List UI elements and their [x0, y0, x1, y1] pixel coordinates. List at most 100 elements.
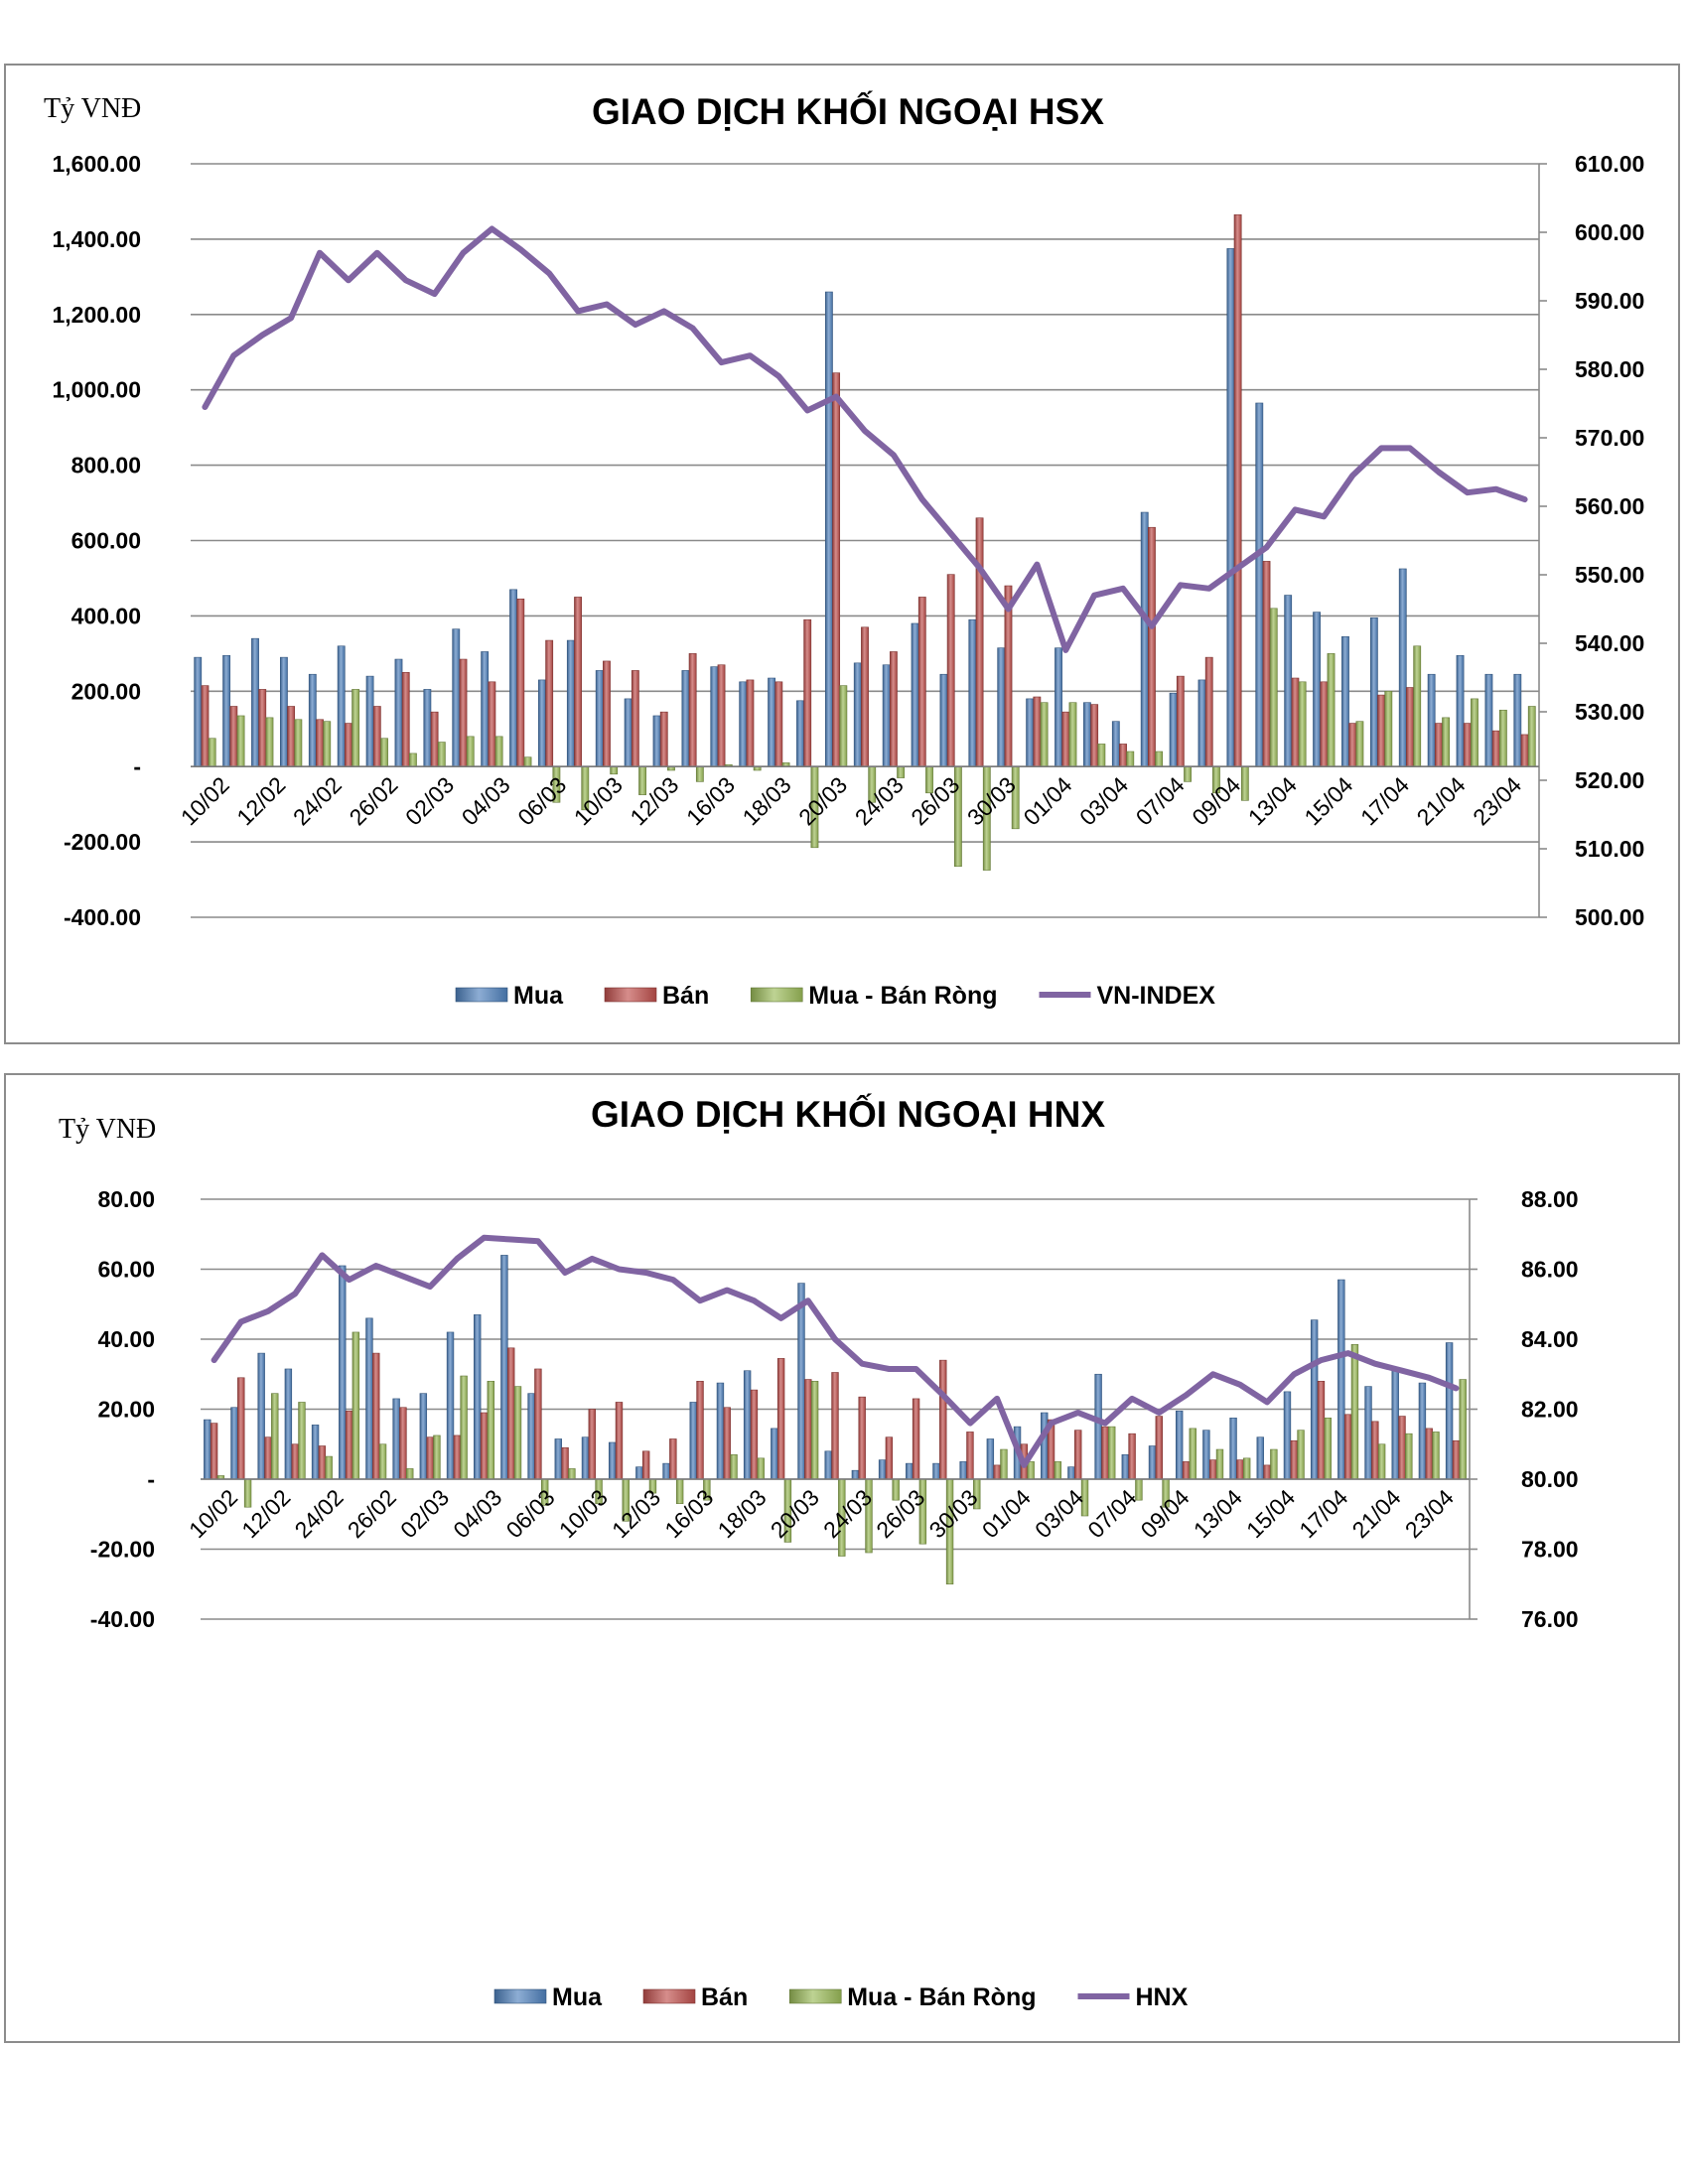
- hnx-bar-b-n: [858, 1396, 866, 1480]
- hsx-bar-mua: [968, 618, 977, 767]
- hsx-bar-b-n: [659, 711, 668, 767]
- hsx-legend-label: VN-INDEX: [1097, 982, 1216, 1010]
- hnx-bar-mua: [1418, 1382, 1427, 1480]
- hsx-bar-mua: [394, 658, 403, 767]
- hnx-bar-b-n: [750, 1389, 759, 1480]
- hsx-bar-b-n: [372, 706, 381, 767]
- hsx-y2-tick-label: 530.00: [1575, 699, 1644, 725]
- hnx-y2-tick-label: 76.00: [1521, 1606, 1579, 1632]
- hnx-y-tick-label: 60.00: [97, 1257, 155, 1283]
- hsx-bar-b-n: [1320, 681, 1329, 767]
- hsx-bar-b-n: [1119, 744, 1127, 767]
- hnx-bar-b-n: [1182, 1461, 1191, 1480]
- hsx-x-tick-label: 02/03: [400, 771, 459, 830]
- hnx-bar-b-n: [237, 1377, 245, 1480]
- hnx-bar-mua-b-n-r-ng: [1242, 1457, 1251, 1480]
- hnx-bar-mua-b-n-r-ng: [433, 1434, 441, 1480]
- hsx-bar-mua-b-n-r-ng: [1155, 751, 1164, 767]
- hsx-bar-mua-b-n-r-ng: [1068, 702, 1077, 767]
- hsx-bar-mua-b-n-r-ng: [1471, 698, 1478, 767]
- hnx-bar-mua: [419, 1393, 428, 1480]
- hnx-bar-mua: [284, 1368, 293, 1480]
- hnx-bar-mua-b-n-r-ng: [1189, 1428, 1196, 1480]
- hsx-bar-b-n: [861, 626, 869, 767]
- hnx-bar-mua-b-n-r-ng: [513, 1386, 522, 1480]
- hnx-bar-mua: [662, 1462, 670, 1480]
- hsx-legend-label: Bán: [662, 982, 709, 1010]
- hsx-y2-tick-label: 510.00: [1575, 836, 1644, 862]
- hnx-bar-mua: [1175, 1410, 1184, 1480]
- hsx-bar-mua-b-n-r-ng: [1442, 717, 1451, 767]
- hnx-bar-b-n: [1371, 1421, 1379, 1480]
- hnx-chart-panel: GIAO DỊCH KHỐI NGOẠI HNX Tỷ VNĐ 80.00 60.00…: [4, 1073, 1680, 2043]
- hnx-bar-b-n: [1101, 1426, 1109, 1480]
- hsx-bar-mua: [1313, 612, 1321, 767]
- hnx-legend-label: HNX: [1136, 1983, 1189, 2011]
- hsx-bar-mua: [566, 639, 575, 767]
- hsx-bar-b-n: [258, 689, 267, 767]
- hsx-x-tick-label: 21/04: [1412, 771, 1471, 830]
- hsx-bar-mua-b-n-r-ng: [1498, 709, 1507, 767]
- hsx-y2-tick-label: 550.00: [1575, 562, 1644, 588]
- hsx-bar-mua: [279, 656, 288, 767]
- hsx-bar-mua: [1341, 635, 1349, 767]
- hnx-bar-mua-b-n-r-ng: [298, 1402, 306, 1480]
- hnx-bar-mua: [932, 1462, 940, 1480]
- hnx-y2-tick-label: 84.00: [1521, 1326, 1579, 1352]
- hnx-bar-mua-b-n-r-ng: [325, 1455, 333, 1480]
- hsx-x-tick-label: 15/04: [1299, 771, 1357, 830]
- hsx-bar-b-n: [1176, 675, 1185, 767]
- hsx-bar-mua-b-n-r-ng: [695, 765, 704, 782]
- hnx-bar-mua: [1148, 1445, 1157, 1480]
- hnx-y-tick-label: -20.00: [90, 1537, 155, 1563]
- hsx-x-tick-label: 13/04: [1243, 771, 1302, 830]
- hsx-bar-b-n: [774, 681, 783, 767]
- hnx-bar-mua: [771, 1428, 778, 1480]
- hsx-x-tick-label: 23/04: [1468, 771, 1526, 830]
- hnx-bar-mua-b-n-r-ng: [757, 1457, 765, 1480]
- hnx-bar-mua: [1364, 1386, 1372, 1480]
- hsx-bar-mua: [337, 645, 346, 767]
- hnx-x-tick-label: 24/02: [290, 1484, 349, 1543]
- hnx-legend-label: Bán: [701, 1983, 748, 2011]
- hnx-bar-b-n: [1263, 1464, 1271, 1480]
- hsx-bar-b-n: [1262, 561, 1271, 767]
- hnx-bar-mua-b-n-r-ng: [1215, 1448, 1224, 1480]
- hsx-bar-mua: [1398, 568, 1407, 767]
- hsx-chart-panel: GIAO DỊCH KHỐI NGOẠI HSX Tỷ VNĐ 1,600.00 1,…: [4, 64, 1680, 1044]
- hsx-y-tick-label: 800.00: [71, 453, 141, 478]
- hsx-y2-tick-label: 540.00: [1575, 630, 1644, 656]
- hnx-bar-mua-b-n-r-ng: [460, 1375, 468, 1480]
- hnx-x-tick-label: 02/03: [395, 1484, 454, 1543]
- hnx-bar-mua: [906, 1462, 914, 1480]
- hsx-x-tick-label: 17/04: [1355, 771, 1414, 830]
- hnx-bar-b-n: [1155, 1416, 1163, 1480]
- hnx-x-tick-label: 07/04: [1082, 1484, 1141, 1543]
- hnx-bar-mua: [608, 1441, 617, 1480]
- hnx-x-tick-label: 21/04: [1347, 1484, 1406, 1543]
- hnx-bar-mua: [797, 1283, 805, 1480]
- hsx-bar-mua: [796, 700, 804, 767]
- hsx-bar-b-n: [287, 706, 296, 767]
- hnx-y-axis-label: Tỷ VNĐ: [59, 1114, 156, 1145]
- hsx-y2-tick-label: 560.00: [1575, 493, 1644, 519]
- hnx-bar-b-n: [1398, 1416, 1406, 1480]
- hnx-bar-b-n: [723, 1407, 731, 1480]
- hnx-bar-mua-b-n-r-ng: [810, 1380, 819, 1480]
- hnx-y-tick-label: -: [147, 1466, 155, 1492]
- hsx-bar-mua: [1111, 721, 1120, 767]
- hsx-bar-mua-b-n-r-ng: [323, 721, 332, 767]
- hnx-bar-mua: [1256, 1436, 1264, 1480]
- hnx-x-tick-label: 26/02: [343, 1484, 401, 1543]
- hsx-x-tick-label: 12/02: [231, 771, 290, 830]
- hnx-bar-mua-b-n-r-ng: [378, 1443, 387, 1480]
- hsx-bar-b-n: [1291, 677, 1300, 767]
- hsx-x-tick-label: 16/03: [681, 771, 740, 830]
- hnx-bar-mua: [1310, 1319, 1319, 1480]
- hnx-bar-mua: [500, 1255, 508, 1480]
- hsx-bar-mua-b-n-r-ng: [1327, 653, 1336, 767]
- hsx-bar-b-n: [746, 679, 755, 767]
- hnx-bar-b-n: [993, 1464, 1001, 1480]
- hnx-bar-mua: [716, 1382, 725, 1480]
- hnx-bar-mua-b-n-r-ng: [1000, 1448, 1008, 1480]
